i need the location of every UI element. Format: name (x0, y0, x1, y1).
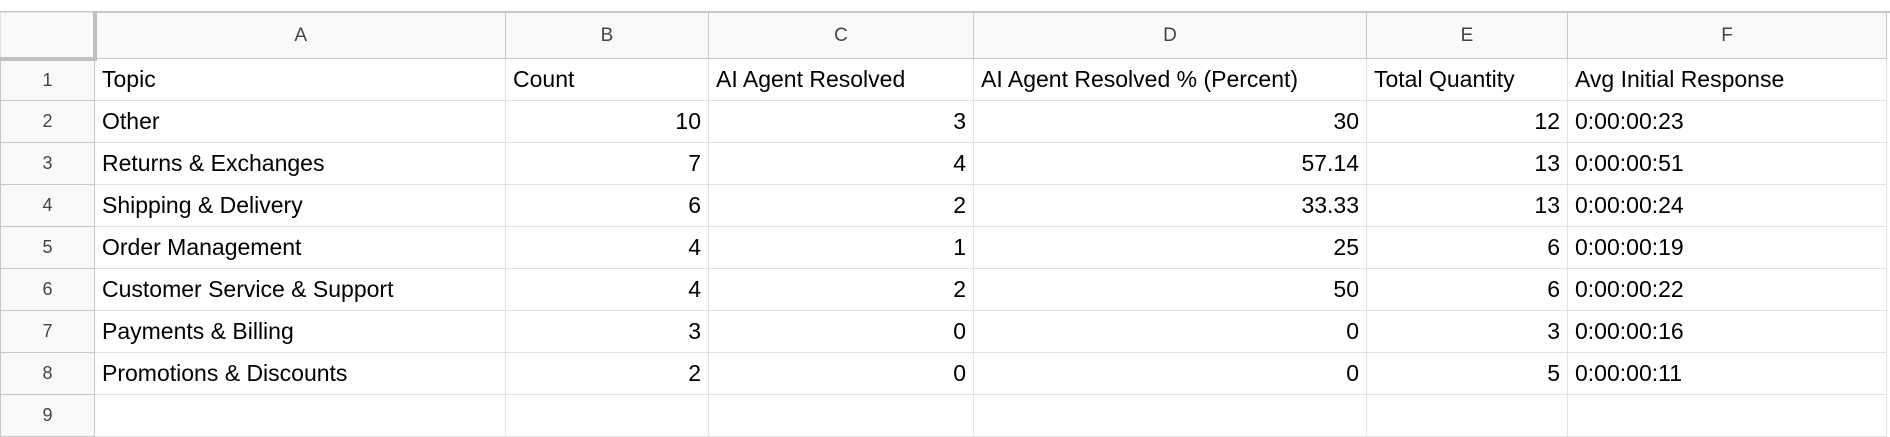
cell[interactable]: Other (94, 100, 506, 143)
table-row: 7 Payments & Billing 3 0 0 3 0:00:00:16 (0, 310, 1887, 353)
cell[interactable]: Total Quantity (1366, 58, 1568, 101)
cell[interactable]: 6 (1366, 226, 1568, 269)
cell[interactable]: AI Agent Resolved (708, 58, 974, 101)
column-header-c[interactable]: C (708, 12, 974, 59)
cell[interactable]: 30 (973, 100, 1367, 143)
table-row: 4 Shipping & Delivery 6 2 33.33 13 0:00:00:24 (0, 184, 1887, 227)
cell[interactable]: 0 (708, 352, 974, 395)
cell[interactable]: Promotions & Discounts (94, 352, 506, 395)
cell[interactable]: 0:00:00:16 (1567, 310, 1887, 353)
cell[interactable]: 4 (505, 268, 709, 311)
cell[interactable]: 2 (708, 184, 974, 227)
cell[interactable]: 4 (505, 226, 709, 269)
cell[interactable]: 1 (708, 226, 974, 269)
cell[interactable]: 2 (708, 268, 974, 311)
column-header-b[interactable]: B (505, 12, 709, 59)
cell[interactable] (973, 394, 1367, 437)
cell[interactable]: 0:00:00:22 (1567, 268, 1887, 311)
cell[interactable]: 13 (1366, 184, 1568, 227)
cell[interactable]: 0 (708, 310, 974, 353)
column-header-e[interactable]: E (1366, 12, 1568, 59)
row-header[interactable]: 5 (0, 226, 95, 269)
cell[interactable]: 0:00:00:23 (1567, 100, 1887, 143)
column-header-a[interactable]: A (94, 12, 506, 59)
cell[interactable]: 57.14 (973, 142, 1367, 185)
row-header[interactable]: 1 (0, 58, 95, 101)
cell[interactable]: 5 (1366, 352, 1568, 395)
column-header-d[interactable]: D (973, 12, 1367, 59)
cell[interactable]: Count (505, 58, 709, 101)
cell[interactable]: Payments & Billing (94, 310, 506, 353)
cell[interactable]: 7 (505, 142, 709, 185)
cell[interactable]: Order Management (94, 226, 506, 269)
column-header-f[interactable]: F (1567, 12, 1887, 59)
cell[interactable]: 10 (505, 100, 709, 143)
cell[interactable] (94, 394, 506, 437)
cell[interactable]: 0:00:00:51 (1567, 142, 1887, 185)
row-header[interactable]: 4 (0, 184, 95, 227)
cell[interactable]: 0 (973, 352, 1367, 395)
cell[interactable]: 12 (1366, 100, 1568, 143)
cell[interactable] (1366, 394, 1568, 437)
cell[interactable]: Customer Service & Support (94, 268, 506, 311)
cell[interactable]: 0:00:00:11 (1567, 352, 1887, 395)
cell[interactable]: 2 (505, 352, 709, 395)
row-header[interactable]: 7 (0, 310, 95, 353)
cell[interactable]: 3 (1366, 310, 1568, 353)
row-header[interactable]: 2 (0, 100, 95, 143)
table-row: 6 Customer Service & Support 4 2 50 6 0:00:00:… (0, 268, 1887, 311)
cell[interactable]: AI Agent Resolved % (Percent) (973, 58, 1367, 101)
cell[interactable]: 6 (505, 184, 709, 227)
cell[interactable]: Topic (94, 58, 506, 101)
cell[interactable] (708, 394, 974, 437)
cell[interactable]: 50 (973, 268, 1367, 311)
cell[interactable]: 6 (1366, 268, 1568, 311)
row-header[interactable]: 8 (0, 352, 95, 395)
cell[interactable]: 3 (505, 310, 709, 353)
select-all-corner[interactable] (0, 12, 97, 61)
cell[interactable]: Shipping & Delivery (94, 184, 506, 227)
table-row: 5 Order Management 4 1 25 6 0:00:00:19 (0, 226, 1887, 269)
cell[interactable]: 13 (1366, 142, 1568, 185)
cell[interactable]: 0:00:00:19 (1567, 226, 1887, 269)
cell[interactable]: 25 (973, 226, 1367, 269)
cell[interactable] (505, 394, 709, 437)
table-row: 8 Promotions & Discounts 2 0 0 5 0:00:00:11 (0, 352, 1887, 395)
row-header[interactable]: 9 (0, 394, 95, 437)
spreadsheet-grid: A B C D E F 1 Topic Count AI Agent Resol… (0, 12, 1887, 437)
cell[interactable]: 0 (973, 310, 1367, 353)
table-row: 2 Other 10 3 30 12 0:00:00:23 (0, 100, 1887, 143)
cell[interactable]: 0:00:00:24 (1567, 184, 1887, 227)
cell[interactable]: 4 (708, 142, 974, 185)
table-row: 3 Returns & Exchanges 7 4 57.14 13 0:00:00:51 (0, 142, 1887, 185)
cell[interactable]: 3 (708, 100, 974, 143)
cell[interactable]: 33.33 (973, 184, 1367, 227)
cell[interactable]: Avg Initial Response (1567, 58, 1887, 101)
cell[interactable]: Returns & Exchanges (94, 142, 506, 185)
row-header[interactable]: 3 (0, 142, 95, 185)
cell[interactable] (1567, 394, 1887, 437)
row-header[interactable]: 6 (0, 268, 95, 311)
